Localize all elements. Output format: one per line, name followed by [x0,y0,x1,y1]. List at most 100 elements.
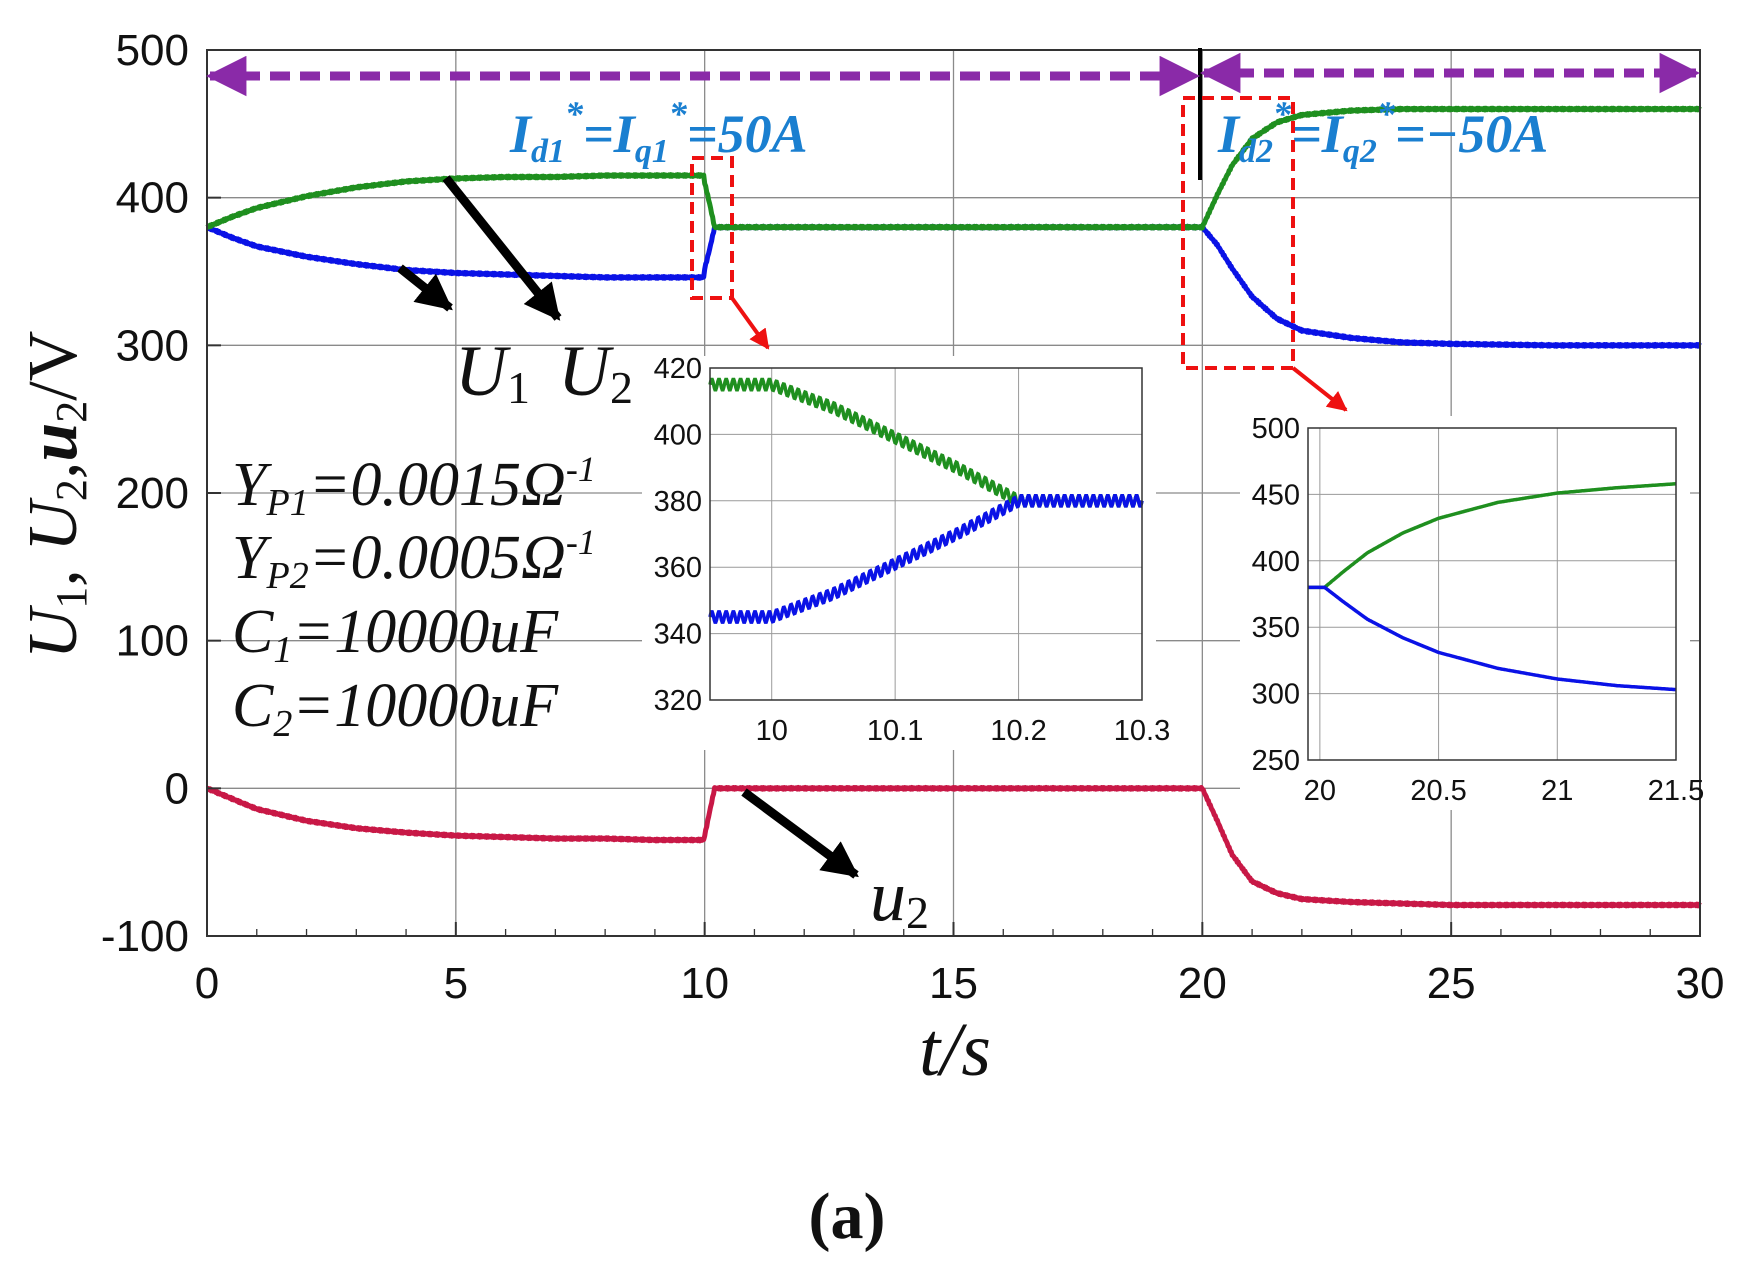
param-main: Y [232,524,272,592]
param-sub: 2 [273,703,292,745]
phase1-label-eq: =I [583,104,637,164]
y-tick-label-500: 500 [116,26,189,75]
inset-y-tick-label: 340 [654,619,702,651]
param-sup: -1 [566,449,596,489]
insets: 10 10.1 10.2 10.3 320 340 360 380 400 420 20 20.5 21… [642,353,1704,810]
inset-y-tick-label: 380 [654,486,702,518]
y-label-unit: /V [15,331,92,401]
inset-x-tick-label: 20.5 [1410,775,1466,807]
y-label-c: u [15,423,92,462]
y-tick-label-400: 400 [116,174,189,223]
label-U2-main: U [558,331,614,411]
phase2-label-rest: =−50A [1395,104,1549,164]
param-main: C [232,598,274,666]
pointer-arrow-U1 [397,264,453,312]
x-tick-label-0: 0 [195,959,219,1008]
main-series [205,105,1702,909]
x-axis-label: t/s [919,1008,991,1092]
inset-y-tick-label: 420 [654,353,702,385]
series-u2 [205,784,1702,909]
param-rest: =10000uF [292,672,559,740]
y-label-a: U [15,604,92,659]
inset-y-tick-label: 400 [654,419,702,451]
y-tick-label-0: 0 [165,764,189,813]
y-axis-label: U1, U2,u2/V [15,331,96,660]
y-label-c-sub: 2 [47,401,96,423]
label-u2-main: u [870,856,906,936]
figure-caption: (a) [809,1180,886,1253]
inset-zoom-10s: 10 10.1 10.2 10.3 320 340 360 380 400 420 [642,353,1170,750]
y-label-b: U [15,497,92,552]
param-line-0: YP1=0.0015Ω-1 [232,449,596,524]
zoom-box-10s [690,156,734,300]
phase2-label-a-sub: d2 [1239,133,1273,170]
zoom-arrow-10s [730,296,770,350]
y-label-b-sub: 2 [47,479,96,501]
inset-series-U1 [1308,585,1676,692]
series-U2 [205,105,1702,231]
phase2-label-b-sub: q2 [1343,133,1377,170]
y-tick-label--100: -100 [101,912,189,961]
inset-background [642,356,1156,750]
inset-y-tick-label: 320 [654,685,702,717]
param-sub: P1 [265,482,308,524]
label-U1: U1 [455,331,530,413]
inset-series-U1 [708,493,1144,624]
inset-y-tick-label: 360 [654,552,702,584]
inset-series-U2 [1308,482,1676,590]
param-sub: P2 [265,555,308,597]
label-U1-sub: 1 [507,362,530,413]
phase1-label-star1: * [565,94,584,134]
inset-y-tick-label: 400 [1252,546,1300,578]
y-label-sep1: , [15,552,92,587]
phase1-label-b-sub: q1 [635,133,669,170]
phase2-label-star1: * [1273,94,1292,134]
inset-frame [1307,427,1677,761]
inset-x-tick-label: 21.5 [1648,775,1704,807]
phase1-label: Id1*=Iq1*=50A [509,94,808,170]
y-label-a-sub: 1 [47,587,96,609]
x-tick-label-10: 10 [680,959,729,1008]
inset-y-tick-label: 350 [1252,612,1300,644]
inset-x-tick-label: 10.3 [1114,715,1170,747]
phase1-label-rest: =50A [687,104,808,164]
param-sup: -1 [566,522,596,562]
y-tick-label-100: 100 [116,617,189,666]
phase2-label-a: I [1217,104,1241,164]
inset-y-tick-label: 250 [1252,745,1300,777]
inset-background [1240,416,1690,810]
phase2-label-eq: =I [1291,104,1345,164]
param-main: Y [232,451,272,519]
x-tick-label-30: 30 [1676,959,1725,1008]
param-line-1: YP2=0.0005Ω-1 [232,522,596,597]
param-rest: =0.0005Ω [309,524,566,592]
inset-y-tick-label: 450 [1252,479,1300,511]
inset-x-tick-label: 10 [756,715,788,747]
inset-frame [709,367,1143,701]
param-sub: 1 [273,629,292,671]
inset-zoom-20s: 20 20.5 21 21.5 250 300 350 400 450 500 [1240,413,1704,810]
inset-y-tick-label: 500 [1252,413,1300,445]
y-label-sep2: , [15,462,92,480]
inset-x-tick-label: 10.2 [990,715,1046,747]
phase2-label-star2: * [1377,94,1396,134]
phase1-label-star2: * [669,94,688,134]
pointer-arrow-u2 [741,788,859,879]
phase2-label: Id2*=Iq2*=−50A [1217,94,1548,170]
x-tick-label-25: 25 [1427,959,1476,1008]
label-U2-sub: 2 [610,362,633,413]
param-lines: YP1=0.0015Ω-1YP2=0.0005Ω-1C1=10000uFC2=1… [232,449,596,745]
inset-x-tick-label: 20 [1304,775,1336,807]
label-u2-sub: 2 [906,887,929,938]
param-line-2: C1=10000uF [232,598,559,671]
pointer-arrow-U2 [442,175,562,321]
param-rest: =10000uF [292,598,559,666]
zoom-arrow-20s [1291,366,1348,412]
param-main: C [232,672,274,740]
inset-x-tick-label: 21 [1541,775,1573,807]
phase1-label-a-sub: d1 [531,133,565,170]
param-line-3: C2=10000uF [232,672,559,745]
param-rest: =0.0015Ω [309,451,566,519]
